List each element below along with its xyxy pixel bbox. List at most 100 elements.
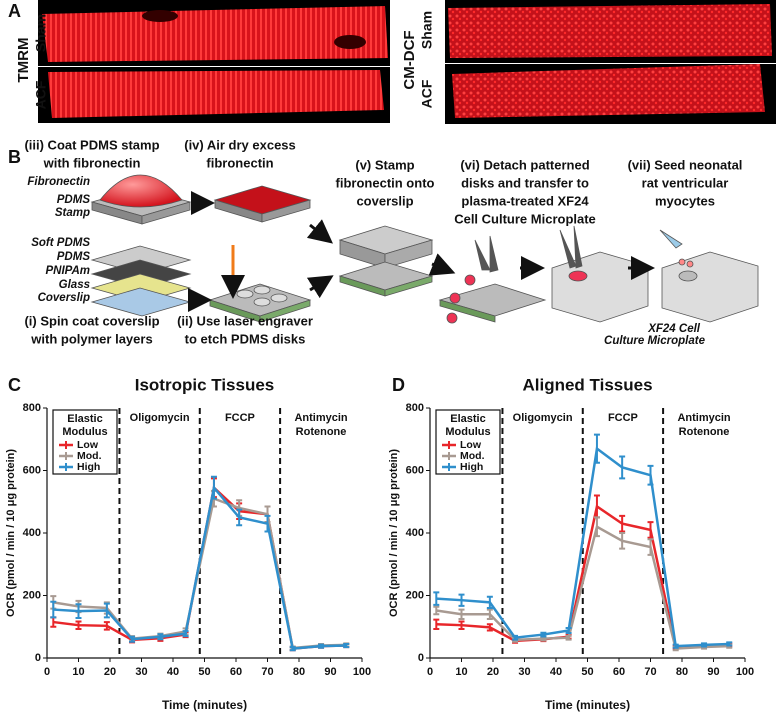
step-text: to etch PDMS disks xyxy=(185,331,306,346)
panel-label: D xyxy=(392,375,405,395)
error-bar xyxy=(565,627,572,634)
step-text: disks and transfer to xyxy=(461,175,589,190)
panel-a-images xyxy=(38,0,776,124)
error-bar xyxy=(318,643,325,649)
step-text: (i) Spin coat coverslip xyxy=(24,313,159,328)
x-tick-label: 20 xyxy=(104,666,116,678)
x-tick-label: 90 xyxy=(707,666,719,678)
error-bar xyxy=(182,630,189,638)
error-bar xyxy=(289,646,296,652)
error-bar xyxy=(103,621,110,631)
chart-title: Aligned Tissues xyxy=(522,375,652,394)
y-tick-label: 200 xyxy=(23,589,41,601)
legend-title: Modulus xyxy=(62,426,107,438)
error-bar xyxy=(565,634,572,641)
error-bar xyxy=(647,538,654,556)
step-text: (vii) Seed neonatal xyxy=(628,157,743,172)
x-tick-label: 30 xyxy=(135,666,147,678)
layer-label: PNIPAm xyxy=(45,265,90,277)
error-bar xyxy=(647,464,654,486)
legend-label: High xyxy=(77,461,100,473)
layer-label: Glass xyxy=(59,279,90,291)
series-line xyxy=(436,446,730,648)
row-label: ACF xyxy=(33,80,49,109)
row-label: ACF xyxy=(419,79,435,108)
row-label: Sham xyxy=(419,11,435,49)
step-text: (ii) Use laser engraver xyxy=(177,313,313,328)
x-tick-label: 80 xyxy=(293,666,305,678)
legend-box xyxy=(435,409,501,475)
phase-label: FCCP xyxy=(608,412,638,424)
step-text: (vi) Detach patterned xyxy=(460,157,589,172)
y-tick-label: 0 xyxy=(35,652,41,664)
error-bar xyxy=(343,642,350,649)
layer-label: Stamp xyxy=(55,207,90,219)
chart-title: Isotropic Tissues xyxy=(135,375,275,394)
legend-label: Low xyxy=(77,439,99,451)
x-tick-label: 60 xyxy=(230,666,242,678)
error-bar xyxy=(157,633,164,641)
y-axis-label: OCR (pmol / min / 10 μg protein) xyxy=(5,449,17,617)
stain-label: CM-DCF xyxy=(401,30,418,89)
error-bar xyxy=(103,602,110,619)
series-line xyxy=(53,484,347,650)
x-tick-label: 0 xyxy=(44,666,50,678)
x-tick-label: 60 xyxy=(613,666,625,678)
step-text: Cell Culture Microplate xyxy=(454,211,596,226)
panel-label: A xyxy=(8,1,21,21)
x-tick-label: 70 xyxy=(261,666,273,678)
error-bar xyxy=(433,591,440,606)
step-text: myocytes xyxy=(655,193,715,208)
error-bar xyxy=(75,603,82,619)
x-tick-label: 80 xyxy=(676,666,688,678)
panel-label: C xyxy=(8,375,21,395)
error-bar xyxy=(619,532,626,550)
phase-label: Antimycin xyxy=(677,412,730,424)
legend-box xyxy=(52,409,118,475)
error-bar xyxy=(458,593,465,607)
x-tick-label: 90 xyxy=(324,666,336,678)
step-text: rat ventricular xyxy=(642,175,729,190)
x-tick-label: 50 xyxy=(581,666,593,678)
step-text: (iv) Air dry excess xyxy=(184,137,296,152)
error-bar xyxy=(593,516,600,538)
step-text: coverslip xyxy=(356,193,413,208)
step-text: fibronectin onto xyxy=(336,175,435,190)
error-bar xyxy=(540,631,547,638)
x-tick-label: 70 xyxy=(644,666,656,678)
error-bar xyxy=(433,605,440,616)
x-axis-label: Time (minutes) xyxy=(545,698,630,712)
layer-label: PDMS xyxy=(57,251,91,263)
error-bar xyxy=(236,508,243,527)
x-tick-label: 40 xyxy=(167,666,179,678)
error-bar xyxy=(593,433,600,464)
series-line xyxy=(436,524,730,650)
error-bar xyxy=(619,514,626,533)
x-tick-label: 100 xyxy=(736,666,754,678)
error-bar xyxy=(701,642,708,648)
legend-title: Elastic xyxy=(450,413,485,425)
y-tick-label: 400 xyxy=(406,527,424,539)
step-text: (iii) Coat PDMS stamp xyxy=(24,137,159,152)
error-bar xyxy=(486,623,493,632)
step-text: with fibronectin xyxy=(43,155,141,170)
legend-label: High xyxy=(460,461,483,473)
error-bar xyxy=(486,595,493,609)
x-axis-label: Time (minutes) xyxy=(162,698,247,712)
phase-label: Rotenone xyxy=(679,426,730,438)
error-bar xyxy=(486,608,493,620)
y-tick-label: 800 xyxy=(23,402,41,414)
phase-label: Antimycin xyxy=(294,412,347,424)
y-axis-label: OCR (pmol / min / 10 μg protein) xyxy=(388,449,400,617)
x-tick-label: 40 xyxy=(550,666,562,678)
y-tick-label: 400 xyxy=(23,527,41,539)
error-bar xyxy=(672,643,679,649)
step-text: with polymer layers xyxy=(30,331,152,346)
stain-label: TMRM xyxy=(15,38,32,83)
phase-label: FCCP xyxy=(225,412,255,424)
error-bar xyxy=(726,641,733,647)
error-bar xyxy=(433,618,440,630)
series-line xyxy=(436,504,730,649)
x-tick-label: 20 xyxy=(487,666,499,678)
x-tick-label: 30 xyxy=(518,666,530,678)
